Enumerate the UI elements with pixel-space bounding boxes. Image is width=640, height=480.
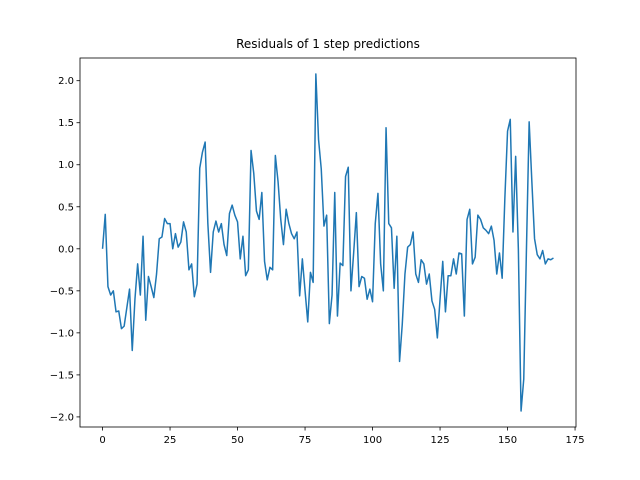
y-tick-label: 0.5 — [58, 202, 74, 213]
x-tick-label: 0 — [99, 435, 105, 446]
chart-title: Residuals of 1 step predictions — [236, 37, 420, 51]
y-tick-label: 2.0 — [58, 76, 74, 87]
y-tick-label: −1.0 — [50, 328, 74, 339]
y-tick-label: 1.0 — [58, 160, 74, 171]
y-tick-label: −2.0 — [50, 412, 74, 423]
x-tick-label: 50 — [231, 435, 244, 446]
y-tick-label: −0.5 — [50, 286, 74, 297]
x-tick-label: 100 — [363, 435, 382, 446]
y-tick-label: 1.5 — [58, 118, 74, 129]
line-series — [101, 73, 554, 412]
y-tick-label: 0.0 — [58, 244, 74, 255]
y-tick-label: −1.5 — [50, 370, 74, 381]
x-tick-label: 25 — [164, 435, 177, 446]
x-tick-label: 150 — [498, 435, 517, 446]
x-tick-label: 175 — [566, 435, 585, 446]
x-tick-label: 125 — [431, 435, 450, 446]
axes-frame — [79, 57, 577, 428]
x-tick-label: 75 — [299, 435, 312, 446]
